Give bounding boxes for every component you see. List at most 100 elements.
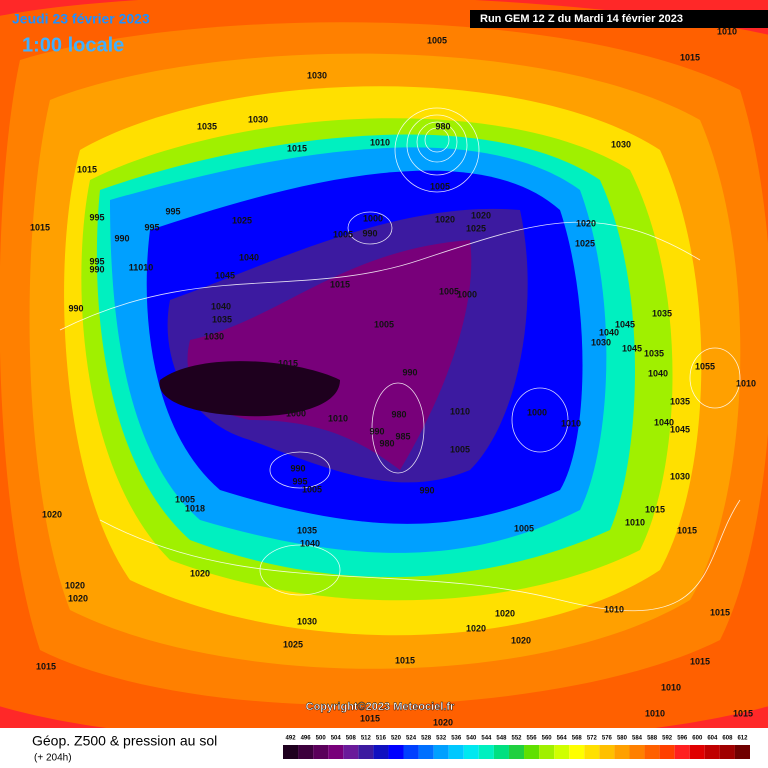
isobar-label: 1030: [591, 337, 611, 347]
isobar-label: 985: [395, 431, 410, 441]
scale-swatch: [388, 745, 404, 759]
scale-label: 556: [527, 736, 538, 742]
isobar-label: 1030: [307, 70, 327, 80]
isobar-label: 1040: [239, 252, 259, 262]
isobar-label: 1020: [495, 608, 515, 618]
height-band: [159, 361, 340, 417]
footer-title: Géop. Z500 & pression au sol: [32, 733, 217, 749]
isobar-label: 990: [369, 426, 384, 436]
isobar-label: 1005: [427, 35, 447, 45]
isobar-label: 995: [89, 256, 104, 266]
isobar-label: 990: [114, 233, 129, 243]
copyright: Copyright©2023 Meteociel.fr: [306, 701, 455, 713]
date: Jeudi 23 février 2023: [12, 11, 150, 27]
isobar-label: 1015: [360, 713, 380, 723]
isobars: [59, 107, 741, 612]
scale-label: 504: [331, 736, 342, 742]
scale-swatch: [283, 745, 299, 759]
isobar-label: 995: [165, 206, 180, 216]
isobar-label: 1000: [286, 408, 306, 418]
isobar-label: 1045: [670, 424, 690, 434]
isobar-label: 1035: [652, 308, 672, 318]
isobar-label: 1045: [622, 343, 642, 353]
scale-swatch: [614, 745, 630, 759]
isobar-label: 990: [362, 228, 377, 238]
isobar-label: 1040: [654, 417, 674, 427]
isobar-label: 1015: [710, 607, 730, 617]
scale-label: 564: [557, 736, 568, 742]
isobar-label: 1010: [736, 378, 756, 388]
scale-label: 524: [406, 736, 417, 742]
scale-swatch: [373, 745, 389, 759]
isobar-label: 990: [419, 485, 434, 495]
scale-swatch: [328, 745, 344, 759]
scale-swatch: [448, 745, 464, 759]
isobar-label: 1005: [430, 181, 450, 191]
scale-label: 544: [481, 736, 492, 742]
scale-swatch: [734, 745, 750, 759]
scale-swatch: [313, 745, 329, 759]
isobar-label: 1020: [65, 580, 85, 590]
scale-label: 592: [662, 736, 673, 742]
scale-label: 596: [677, 736, 688, 742]
isobar-label: 1000: [363, 213, 383, 223]
isobar-label: 1005: [439, 286, 459, 296]
isobar-label: 1015: [395, 655, 415, 665]
scale-swatch: [463, 745, 479, 759]
isobar-label: 1025: [575, 238, 595, 248]
scale-swatch: [554, 745, 570, 759]
scale-swatch: [659, 745, 675, 759]
isobar-label: 1015: [30, 222, 50, 232]
isobar-label: 1015: [77, 164, 97, 174]
scale-swatch: [689, 745, 705, 759]
scale-swatch: [599, 745, 615, 759]
scale-swatch: [418, 745, 434, 759]
time: 1:00 locale: [22, 34, 124, 56]
scale-label: 608: [722, 736, 733, 742]
scale-label: 496: [301, 736, 312, 742]
isobar-label: 1040: [648, 368, 668, 378]
scale-label: 568: [572, 736, 583, 742]
scale-label: 512: [361, 736, 372, 742]
isobar-label: 1005: [450, 444, 470, 454]
height-bands: [0, 0, 768, 745]
isobar-label: 1035: [644, 348, 664, 358]
isobar-label: 1045: [615, 319, 635, 329]
scale-label: 500: [316, 736, 327, 742]
isobar-label: 990: [290, 463, 305, 473]
isobar-label: 1020: [42, 509, 62, 519]
isobar-label: 1005: [374, 319, 394, 329]
isobar-label: 1015: [680, 52, 700, 62]
isobar-label: 1010: [661, 682, 681, 692]
scale-label: 588: [647, 736, 658, 742]
scale-label: 516: [376, 736, 387, 742]
scale-label: 604: [707, 736, 718, 742]
isobar-label: 1010: [645, 708, 665, 718]
isobar-label: 1010: [604, 604, 624, 614]
isobar-label: 1020: [68, 593, 88, 603]
scale-swatch: [644, 745, 660, 759]
isobar-label: 990: [402, 367, 417, 377]
isobar-label: 1020: [435, 214, 455, 224]
isobar-label: 1035: [212, 314, 232, 324]
isobar-label: 1010: [625, 517, 645, 527]
scale-swatch: [493, 745, 509, 759]
isobar-label: 990: [68, 303, 83, 313]
isobar-label: 1020: [576, 218, 596, 228]
isobar-label: 995: [144, 222, 159, 232]
isobar-label: 1015: [677, 525, 697, 535]
isobar-label: 1010: [717, 26, 737, 36]
scale-swatch: [508, 745, 525, 759]
scale-label: 532: [436, 736, 447, 742]
scale-swatch: [719, 745, 735, 759]
isobar-label: 990: [89, 264, 104, 274]
scale-label: 540: [466, 736, 477, 742]
isobar-label: 1030: [297, 616, 317, 626]
isobar-label: 1040: [300, 538, 320, 548]
isobar-label: 11010: [129, 262, 154, 272]
isobar-label: 1020: [190, 568, 210, 578]
isobar-label: 1010: [370, 137, 390, 147]
scale-label: 528: [421, 736, 432, 742]
scale-label: 548: [496, 736, 507, 742]
